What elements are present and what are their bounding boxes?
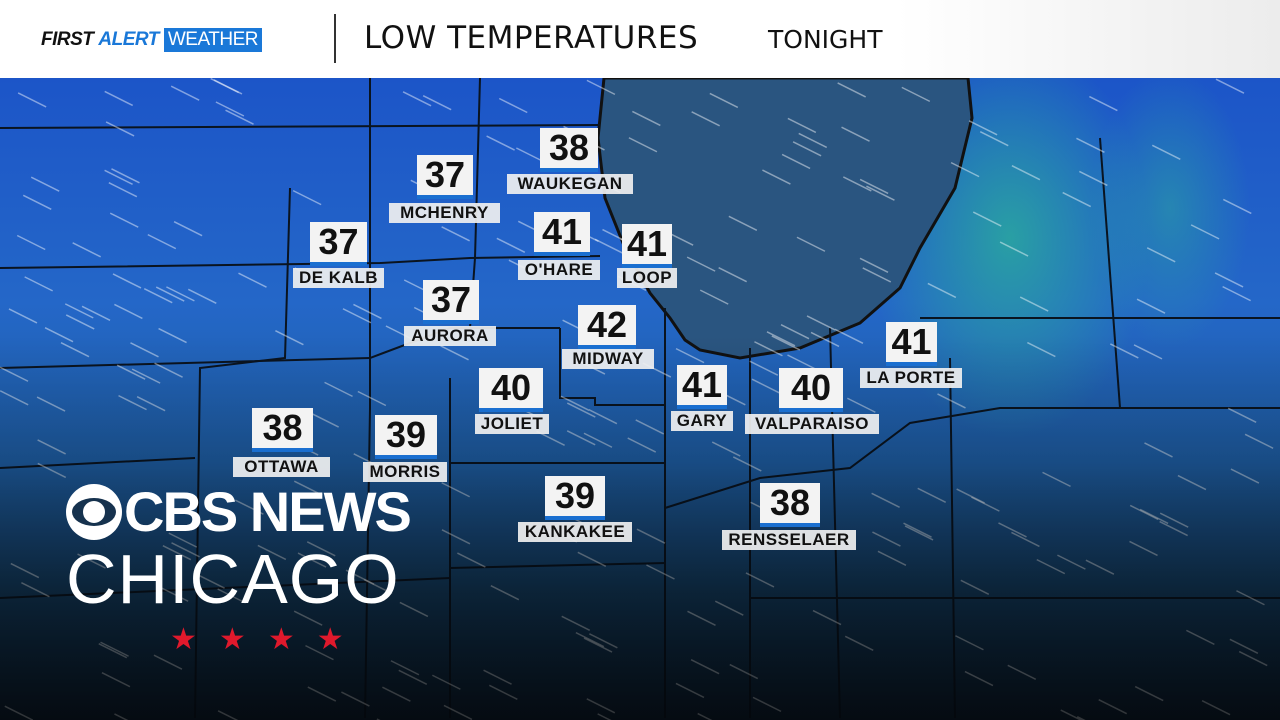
page-title: LOW TEMPERATURES <box>364 20 699 56</box>
cbs-news-chicago-logo: CBS NEWS CHICAGO <box>66 480 412 618</box>
page-subtitle: TONIGHT <box>768 25 883 54</box>
header-divider <box>334 14 336 63</box>
first-alert-weather-brand: FIRST ALERT WEATHER <box>41 28 262 52</box>
station-label: JOLIET <box>475 414 549 434</box>
temperature-value: 41 <box>622 224 672 268</box>
temperature-value: 41 <box>886 322 937 366</box>
temperature-value: 37 <box>423 280 479 324</box>
temperature-value: 39 <box>375 415 437 459</box>
temperature-value: 42 <box>578 305 636 349</box>
station-label: KANKAKEE <box>518 522 632 542</box>
brand-first: FIRST <box>41 29 94 50</box>
station-label: OTTAWA <box>233 457 330 477</box>
logo-line1: CBS NEWS <box>124 480 412 543</box>
station-label: GARY <box>671 411 733 431</box>
temperature-value: 38 <box>252 408 313 452</box>
map-shade <box>0 78 1280 720</box>
temperature-value: 39 <box>545 476 605 520</box>
station-label: VALPARAISO <box>745 414 879 434</box>
temperature-value: 38 <box>760 483 820 527</box>
station-label: AURORA <box>404 326 496 346</box>
station-label: MIDWAY <box>562 349 654 369</box>
header-bar: FIRST ALERT WEATHER LOW TEMPERATURES TON… <box>0 0 1280 78</box>
star-icon: ★ <box>170 622 197 657</box>
temperature-value: 37 <box>310 222 367 266</box>
temperature-value: 38 <box>540 128 598 172</box>
temperature-value: 41 <box>677 365 727 409</box>
brand-weather: WEATHER <box>163 28 262 52</box>
temperature-value: 40 <box>479 368 543 412</box>
chicago-stars: ★ ★ ★ ★ <box>170 622 344 657</box>
temperature-value: 41 <box>534 212 590 256</box>
station-label: LOOP <box>617 268 677 288</box>
station-label: LA PORTE <box>860 368 962 388</box>
star-icon: ★ <box>267 622 295 657</box>
temperature-value: 37 <box>417 155 473 199</box>
station-label: MCHENRY <box>389 203 500 223</box>
station-label: RENSSELAER <box>722 530 856 550</box>
weather-map: 38 WAUKEGAN 37 MCHENRY 37 DE KALB 41 O'HARE 41 LO… <box>0 78 1280 720</box>
station-label: O'HARE <box>518 260 600 280</box>
station-label: WAUKEGAN <box>507 174 633 194</box>
station-label: MORRIS <box>363 462 447 482</box>
station-label: DE KALB <box>293 268 384 288</box>
brand-alert: ALERT <box>98 29 159 50</box>
logo-line2: CHICAGO <box>66 540 400 618</box>
star-icon: ★ <box>218 622 246 657</box>
temperature-value: 40 <box>779 368 843 412</box>
cbs-eye-icon <box>66 484 122 540</box>
star-icon: ★ <box>316 622 344 657</box>
